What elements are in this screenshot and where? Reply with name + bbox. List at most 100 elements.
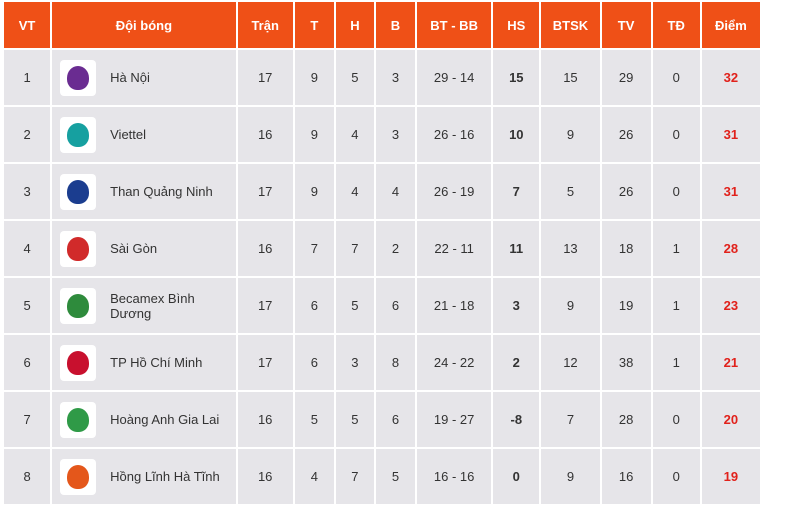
stat-cell: 16 - 16 (417, 449, 492, 504)
column-header: T (294, 2, 334, 48)
stat-cell: 6 (294, 278, 334, 333)
team-name: Hoàng Anh Gia Lai (110, 412, 220, 427)
stat-cell: 15 (541, 50, 600, 105)
points: 28 (701, 221, 760, 276)
team-logo (60, 401, 97, 438)
points: 23 (701, 278, 760, 333)
stat-cell: 2 (4, 107, 51, 162)
team-logo (60, 344, 97, 381)
stat-cell: 5 (335, 392, 374, 447)
column-header: TĐ (652, 2, 700, 48)
stat-cell: 9 (541, 449, 600, 504)
stat-cell: 9 (541, 107, 600, 162)
stat-cell: 29 - 14 (417, 50, 492, 105)
team-name: Hà Nội (110, 70, 150, 85)
stat-cell: 17 (237, 335, 293, 390)
stat-cell: 5 (4, 278, 51, 333)
stat-cell: 16 (237, 221, 293, 276)
team-wrap: TP Hồ Chí Minh (52, 344, 236, 381)
stat-cell: 1 (652, 221, 700, 276)
stat-cell: 5 (541, 164, 600, 219)
column-header: Đội bóng (52, 2, 236, 48)
team-wrap: Sài Gòn (52, 230, 236, 267)
column-header: Điểm (701, 2, 760, 48)
goal-diff: 3 (493, 278, 540, 333)
stat-cell: 1 (652, 278, 700, 333)
points: 20 (701, 392, 760, 447)
column-header: VT (4, 2, 51, 48)
stat-cell: 19 (601, 278, 651, 333)
stat-cell: 26 (601, 164, 651, 219)
goal-diff: 0 (493, 449, 540, 504)
stat-cell: 9 (294, 164, 334, 219)
stat-cell: 4 (4, 221, 51, 276)
stat-cell: 12 (541, 335, 600, 390)
goal-diff: 11 (493, 221, 540, 276)
stat-cell: 3 (375, 107, 416, 162)
stat-cell: 4 (335, 164, 374, 219)
stat-cell: 16 (237, 107, 293, 162)
logo-shape (67, 293, 90, 318)
column-header: HS (493, 2, 540, 48)
logo-shape (67, 236, 90, 261)
team-cell: Hà Nội (52, 50, 236, 105)
team-logo (60, 287, 97, 324)
stat-cell: 0 (652, 449, 700, 504)
points: 21 (701, 335, 760, 390)
stat-cell: 29 (601, 50, 651, 105)
stat-cell: 22 - 11 (417, 221, 492, 276)
team-row: 8 Hồng Lĩnh Hà Tĩnh 16 4 7 5 16 - 16 0 9 16 0 19 (4, 449, 760, 504)
team-cell: Viettel (52, 107, 236, 162)
stat-cell: 18 (601, 221, 651, 276)
table-body: 1 Hà Nội 17 9 5 3 29 - 14 15 15 29 0 32 2 Viettel 16 9 4… (4, 50, 760, 504)
logo-shape (67, 122, 90, 147)
stat-cell: 7 (335, 221, 374, 276)
stat-cell: 3 (375, 50, 416, 105)
stat-cell: 7 (4, 392, 51, 447)
team-name: Becamex Bình Dương (110, 290, 195, 321)
team-wrap: Hoàng Anh Gia Lai (52, 401, 236, 438)
stat-cell: 17 (237, 278, 293, 333)
stat-cell: 26 (601, 107, 651, 162)
team-row: 6 TP Hồ Chí Minh 17 6 3 8 24 - 22 2 12 38 1 21 (4, 335, 760, 390)
team-logo (60, 116, 97, 153)
stat-cell: 6 (294, 335, 334, 390)
stat-cell: 3 (335, 335, 374, 390)
stat-cell: 24 - 22 (417, 335, 492, 390)
stat-cell: 16 (237, 392, 293, 447)
stat-cell: 6 (4, 335, 51, 390)
stat-cell: 6 (375, 278, 416, 333)
team-name: Than Quảng Ninh (110, 184, 213, 199)
stat-cell: 2 (375, 221, 416, 276)
team-row: 1 Hà Nội 17 9 5 3 29 - 14 15 15 29 0 32 (4, 50, 760, 105)
team-logo (60, 173, 97, 210)
standings-table: VT Đội bóng Trận T H B BT - BB HS BTSK TV TĐ Điểm 1… (2, 0, 762, 506)
team-cell: TP Hồ Chí Minh (52, 335, 236, 390)
stat-cell: 9 (294, 50, 334, 105)
logo-shape (67, 179, 90, 204)
team-logo (60, 230, 97, 267)
stat-cell: 26 - 16 (417, 107, 492, 162)
column-header: TV (601, 2, 651, 48)
team-row: 2 Viettel 16 9 4 3 26 - 16 10 9 26 0 31 (4, 107, 760, 162)
goal-diff: 2 (493, 335, 540, 390)
stat-cell: 0 (652, 107, 700, 162)
stat-cell: 7 (541, 392, 600, 447)
stat-cell: 7 (294, 221, 334, 276)
goal-diff: -8 (493, 392, 540, 447)
team-logo (60, 59, 97, 96)
stat-cell: 1 (4, 50, 51, 105)
team-logo (60, 458, 97, 495)
stat-cell: 38 (601, 335, 651, 390)
stat-cell: 8 (375, 335, 416, 390)
team-cell: Becamex Bình Dương (52, 278, 236, 333)
stat-cell: 7 (335, 449, 374, 504)
team-name: Viettel (110, 127, 147, 142)
stat-cell: 0 (652, 164, 700, 219)
stat-cell: 5 (294, 392, 334, 447)
team-wrap: Viettel (52, 116, 236, 153)
stat-cell: 0 (652, 50, 700, 105)
stat-cell: 19 - 27 (417, 392, 492, 447)
points: 19 (701, 449, 760, 504)
